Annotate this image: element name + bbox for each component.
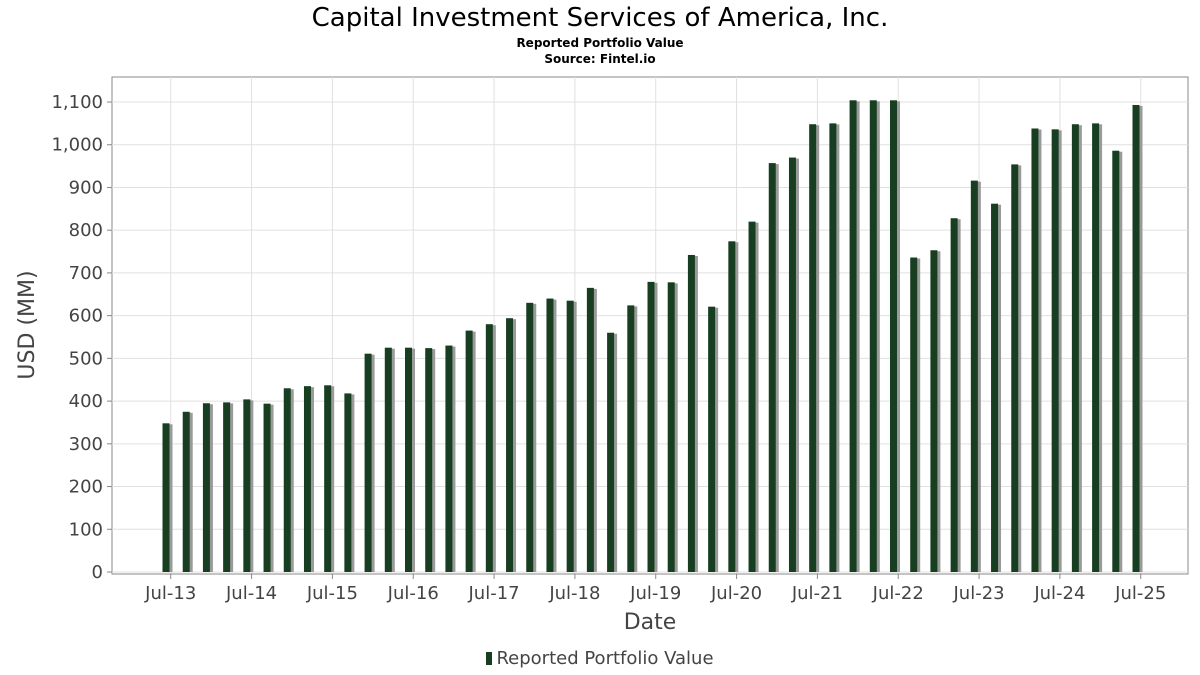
bar [283,388,291,572]
bar [627,305,635,572]
bar [708,306,716,572]
bar [1112,150,1120,572]
bar [182,411,190,572]
bar [1132,104,1140,572]
y-tick-label: 200 [69,477,103,498]
bar [647,281,655,572]
y-tick-label: 1,000 [51,135,103,156]
x-tick-label: Jul-16 [387,583,439,604]
bar [263,403,271,572]
y-tick-label: 500 [69,348,103,369]
bar [748,221,756,573]
bar [364,353,372,572]
bar [303,386,311,572]
bar [849,100,857,573]
x-tick-label: Jul-15 [306,583,358,604]
bar [485,324,493,572]
chart-source: Source: Fintel.io [544,52,656,66]
y-tick-label: 600 [69,306,103,327]
y-tick-label: 1,100 [51,92,103,113]
x-axis: Jul-13 Jul-14 Jul-15 Jul-16 Jul-17 Jul-18 Jul-… [144,574,1166,604]
y-tick-label: 800 [69,220,103,241]
bar [405,347,412,572]
bar [809,124,817,572]
bar [788,157,796,572]
x-tick-label: Jul-14 [225,583,277,604]
bar [1031,128,1039,572]
bar [1092,123,1100,572]
x-tick-label: Jul-13 [144,583,196,604]
bar [344,393,352,572]
bar [1011,164,1019,572]
x-tick-label: Jul-25 [1114,583,1166,604]
x-tick-label: Jul-24 [1033,583,1085,604]
bar [930,250,938,572]
bar [829,123,837,572]
y-axis-title: USD (MM) [15,270,40,379]
bar [607,332,615,572]
chart-subtitle: Reported Portfolio Value [516,36,684,50]
x-tick-label: Jul-22 [872,583,924,604]
bar [910,257,918,572]
bar [991,203,999,572]
bar [384,347,392,572]
bar [728,241,736,573]
bar [869,100,877,573]
bar [223,402,231,572]
y-tick-label: 700 [69,263,103,284]
x-tick-label: Jul-17 [468,583,520,604]
x-axis-title: Date [624,610,677,635]
y-tick-label: 0 [92,562,103,583]
bar [425,348,433,572]
bar [445,345,453,572]
bar [566,300,574,572]
x-tick-label: Jul-20 [710,583,762,604]
y-tick-label: 400 [69,391,103,412]
bar [890,100,897,573]
bar [950,218,958,572]
bar [687,254,695,573]
legend-label: Reported Portfolio Value [496,648,714,669]
bar [970,180,978,573]
bar [1071,124,1079,572]
bar-series [162,100,1143,573]
x-tick-label: Jul-18 [548,583,600,604]
bar [465,330,473,572]
x-tick-label: Jul-21 [791,583,843,604]
bar [243,399,251,572]
y-tick-label: 100 [69,519,103,540]
bar [586,287,594,572]
y-tick-label: 300 [69,434,103,455]
chart-legend: Reported Portfolio Value [0,648,1200,670]
bar [526,302,534,572]
y-tick-label: 900 [69,177,103,198]
legend-swatch [486,652,493,665]
chart-title: Capital Investment Services of America, … [311,3,889,33]
bar [768,163,776,572]
bar [324,385,332,572]
x-tick-label: Jul-19 [629,583,681,604]
bar [546,298,554,572]
bar [667,282,675,572]
y-axis: 0 100 200 300 400 500 600 700 800 900 1,000 1,100 [51,92,112,583]
bar [162,423,170,572]
x-tick-label: Jul-23 [953,583,1005,604]
bar [506,318,514,572]
bar [1051,129,1059,572]
bar [202,403,210,572]
